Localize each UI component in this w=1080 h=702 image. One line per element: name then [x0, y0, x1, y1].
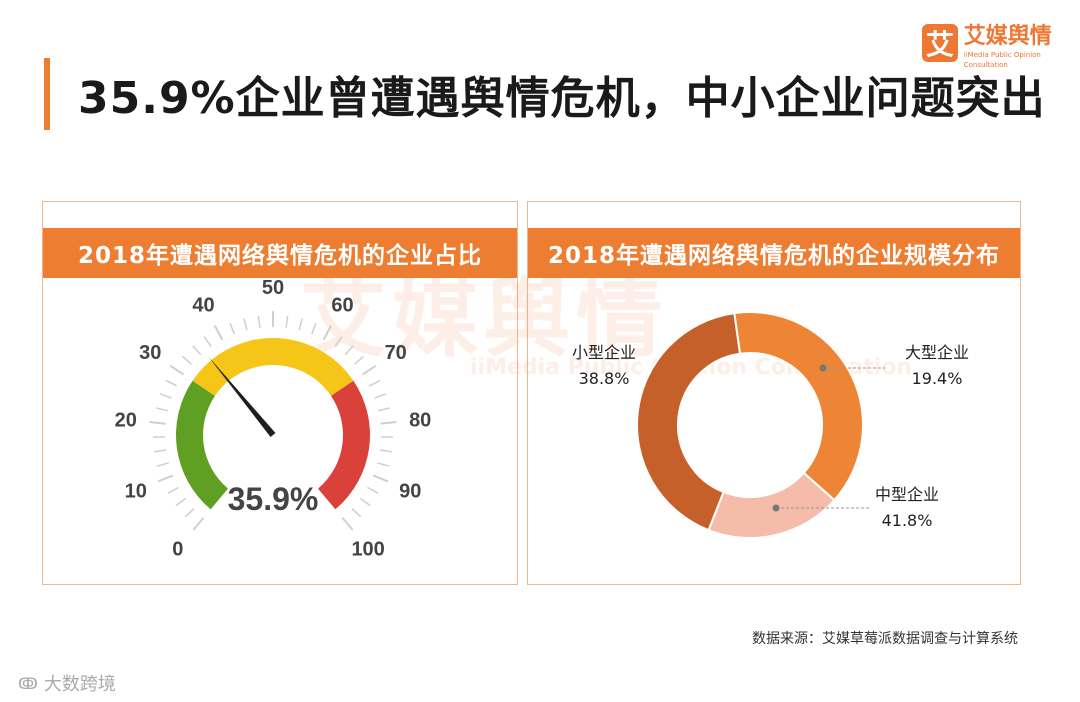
- gauge-tick: [379, 449, 392, 453]
- gauge-tick: [192, 517, 205, 531]
- gauge-tick: [159, 393, 172, 399]
- gauge-tick: [372, 474, 389, 483]
- donut-leader-dot: [772, 504, 780, 512]
- gauge-tick-label: 0: [172, 538, 183, 560]
- donut-slice-name: 大型企业: [905, 343, 969, 362]
- gauge-tick-label: 70: [385, 342, 407, 364]
- gauge-tick-label: 90: [399, 480, 421, 502]
- gauge-tick: [155, 407, 168, 412]
- gauge-tick: [322, 325, 333, 341]
- gauge-tick: [311, 322, 317, 335]
- donut-slice-name: 中型企业: [875, 485, 939, 504]
- donut-slice-name: 小型企业: [572, 343, 636, 362]
- gauge-tick: [367, 486, 379, 494]
- title-accent-bar: [44, 58, 50, 130]
- gauge-tick: [377, 462, 390, 467]
- gauge-tick: [341, 517, 354, 531]
- gauge-tick: [354, 355, 365, 365]
- gauge-tick: [192, 345, 202, 356]
- gauge-tick-label: 20: [115, 410, 137, 432]
- gauge-tick: [298, 318, 303, 331]
- gauge-band-2: [317, 380, 370, 510]
- gauge-band-1: [192, 338, 354, 396]
- gauge-tick: [203, 336, 212, 347]
- donut-panel-title: 2018年遭遇网络舆情危机的企业规模分布: [528, 228, 1020, 278]
- gauge-tick: [243, 318, 248, 331]
- gauge-tick: [213, 325, 224, 341]
- gauge-tick: [257, 315, 261, 328]
- gauge-tick-label: 100: [351, 538, 384, 560]
- gauge-tick: [156, 462, 169, 467]
- gauge-tick: [229, 322, 235, 335]
- donut-slice-value: 38.8%: [579, 369, 630, 388]
- gauge-panel: 2018年遭遇网络舆情危机的企业占比: [42, 201, 518, 585]
- logo-icon: 艾: [922, 24, 958, 62]
- gauge-tick-label: 10: [125, 480, 147, 502]
- donut-slice-0: [733, 311, 864, 502]
- gauge-tick: [359, 497, 371, 507]
- gauge-tick: [167, 486, 179, 494]
- gauge-tick: [351, 508, 362, 518]
- gauge-tick: [368, 379, 381, 387]
- logo-name: 艾媒舆情: [963, 24, 1052, 49]
- gauge-tick: [361, 364, 377, 376]
- gauge-tick: [184, 508, 195, 518]
- watermark-logo-icon: ↂ: [18, 673, 38, 693]
- donut-slice-value: 41.8%: [882, 511, 933, 530]
- gauge-tick-label: 50: [262, 277, 284, 299]
- gauge-tick: [175, 497, 187, 507]
- gauge-tick: [378, 407, 391, 412]
- data-source-note: 数据来源：艾媒草莓派数据调查与计算系统: [752, 631, 1018, 647]
- gauge-tick-label: 80: [409, 410, 431, 432]
- background-watermark: 艾媒舆情: [300, 269, 668, 369]
- donut-slice-2: [636, 311, 742, 532]
- bottom-watermark-text: 大数跨境: [43, 674, 116, 695]
- gauge-needle: [208, 356, 276, 438]
- gauge-tick: [154, 449, 167, 453]
- gauge-tick-label: 30: [139, 342, 161, 364]
- logo-tagline: iiMedia Public Opinion Consultation: [963, 51, 1041, 69]
- gauge-tick: [157, 474, 174, 483]
- brand-logo: 艾 艾媒舆情 iiMedia Public Opinion Consultati…: [922, 24, 1080, 70]
- gauge-tick-label: 40: [192, 294, 214, 316]
- gauge-tick-label: 60: [331, 294, 353, 316]
- bottom-watermark: ↂ 大数跨境: [18, 670, 116, 696]
- gauge-tick: [374, 393, 387, 399]
- donut-slice-1: [707, 471, 836, 539]
- gauge-band-0: [176, 380, 229, 510]
- gauge-tick: [149, 421, 166, 425]
- gauge-tick: [380, 421, 397, 425]
- gauge-tick: [181, 355, 192, 365]
- donut-slice-value: 19.4%: [912, 369, 963, 388]
- page-title: 35.9%企业曾遭遇舆情危机，中小企业问题突出: [78, 73, 1046, 124]
- gauge-tick: [169, 364, 185, 376]
- gauge-value-label: 35.9%: [228, 481, 319, 517]
- gauge-tick: [165, 379, 178, 387]
- gauge-panel-title: 2018年遭遇网络舆情危机的企业占比: [43, 228, 517, 278]
- gauge-tick: [334, 336, 343, 347]
- gauge-tick: [344, 345, 354, 356]
- donut-leader-dot: [819, 364, 827, 372]
- gauge-tick: [285, 315, 289, 328]
